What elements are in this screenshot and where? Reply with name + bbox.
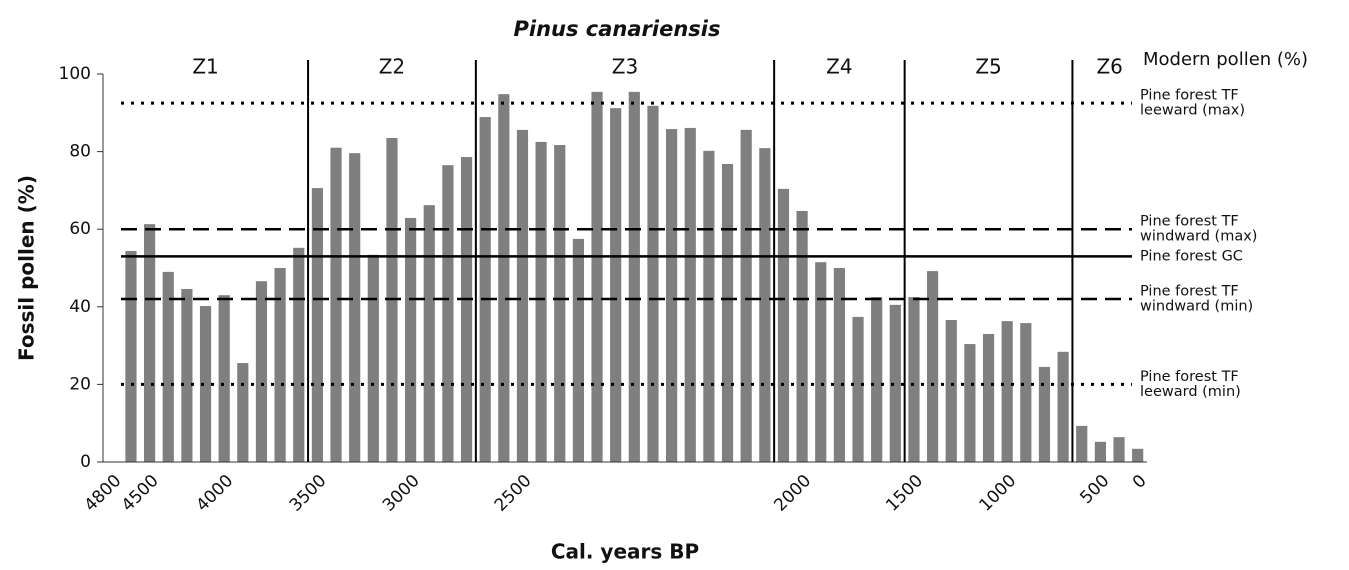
bar (871, 297, 883, 462)
zone-label: Z4 (826, 55, 852, 79)
reference-label: Pine forest TF (1140, 284, 1239, 300)
bar (367, 254, 379, 462)
bar (1132, 448, 1144, 462)
zone-label: Z5 (975, 55, 1001, 79)
bar (405, 217, 417, 462)
bar (516, 129, 529, 462)
bar (815, 262, 827, 462)
bar (293, 247, 305, 462)
bar (162, 271, 174, 462)
bar (144, 224, 156, 462)
bar (889, 304, 901, 462)
bar (721, 164, 734, 463)
bar (1020, 323, 1032, 462)
y-tick-label: 40 (69, 297, 91, 317)
reference-label: Pine forest GC (1140, 248, 1243, 264)
y-tick-label: 80 (69, 142, 91, 162)
bar (610, 108, 622, 463)
bar (237, 363, 249, 462)
bar (1113, 437, 1125, 462)
y-tick-label: 60 (69, 219, 91, 239)
bar (479, 117, 491, 463)
x-tick-label: 500 (1076, 471, 1113, 508)
x-axis-label: Cal. years BP (551, 540, 699, 564)
bar (684, 127, 696, 462)
bar (647, 105, 659, 462)
bar (274, 268, 286, 462)
y-axis-label: Fossil pollen (%) (15, 175, 39, 361)
bar (666, 129, 678, 462)
bar (311, 188, 323, 462)
bar (460, 157, 473, 463)
reference-label: windward (max) (1140, 229, 1257, 245)
zone-label: Z6 (1096, 55, 1122, 79)
bar (535, 141, 547, 462)
reference-label: Pine forest TF (1140, 88, 1239, 104)
bar (1057, 351, 1069, 462)
bar (1094, 441, 1106, 462)
zone-label: Z2 (379, 55, 405, 79)
bar (1076, 425, 1088, 462)
x-tick-label: 4500 (118, 471, 163, 516)
bar (759, 148, 771, 462)
reference-label: Pine forest TF (1140, 369, 1239, 385)
bar (852, 316, 864, 462)
zone-label: Z1 (192, 55, 218, 79)
x-tick-label: 0 (1129, 471, 1151, 493)
right-heading: Modern pollen (%) (1143, 49, 1308, 70)
bar (349, 153, 361, 463)
reference-label: leeward (min) (1140, 384, 1241, 400)
x-tick-label: 4000 (193, 471, 238, 516)
bar (703, 150, 715, 462)
bar (423, 205, 435, 463)
bar (833, 268, 845, 462)
bar (218, 295, 230, 462)
x-tick-label: 3000 (379, 471, 424, 516)
y-tick-label: 20 (69, 374, 91, 394)
y-tick-label: 0 (80, 452, 91, 472)
bar (982, 333, 995, 462)
x-tick-label: 1000 (976, 471, 1021, 516)
bar (330, 147, 342, 462)
reference-label: windward (min) (1140, 299, 1253, 315)
bar (796, 210, 808, 462)
y-tick-label: 100 (59, 64, 91, 84)
bar (498, 94, 510, 463)
bar (740, 129, 752, 462)
bar (927, 271, 939, 462)
bar (442, 165, 454, 462)
x-tick-label: 4800 (81, 471, 126, 516)
bar (181, 288, 193, 462)
bar (964, 344, 976, 462)
x-tick-label: 3500 (286, 471, 331, 516)
bar (628, 91, 640, 463)
bar (1001, 321, 1013, 462)
x-tick-label: 1500 (882, 471, 927, 516)
chart-title: Pinus canariensis (514, 17, 721, 41)
bar (1038, 366, 1051, 462)
reference-label: Pine forest TF (1140, 214, 1239, 230)
reference-label: leeward (max) (1140, 103, 1245, 119)
x-tick-label: 2500 (491, 471, 536, 516)
bar (554, 145, 566, 462)
bar (255, 281, 268, 462)
bar (777, 188, 790, 462)
bar (199, 306, 212, 462)
bar (945, 319, 957, 462)
bar (572, 238, 584, 462)
bar (908, 297, 920, 462)
zone-label: Z3 (612, 55, 638, 79)
bar (591, 91, 603, 463)
bar (125, 250, 137, 462)
x-tick-label: 2000 (770, 471, 815, 516)
